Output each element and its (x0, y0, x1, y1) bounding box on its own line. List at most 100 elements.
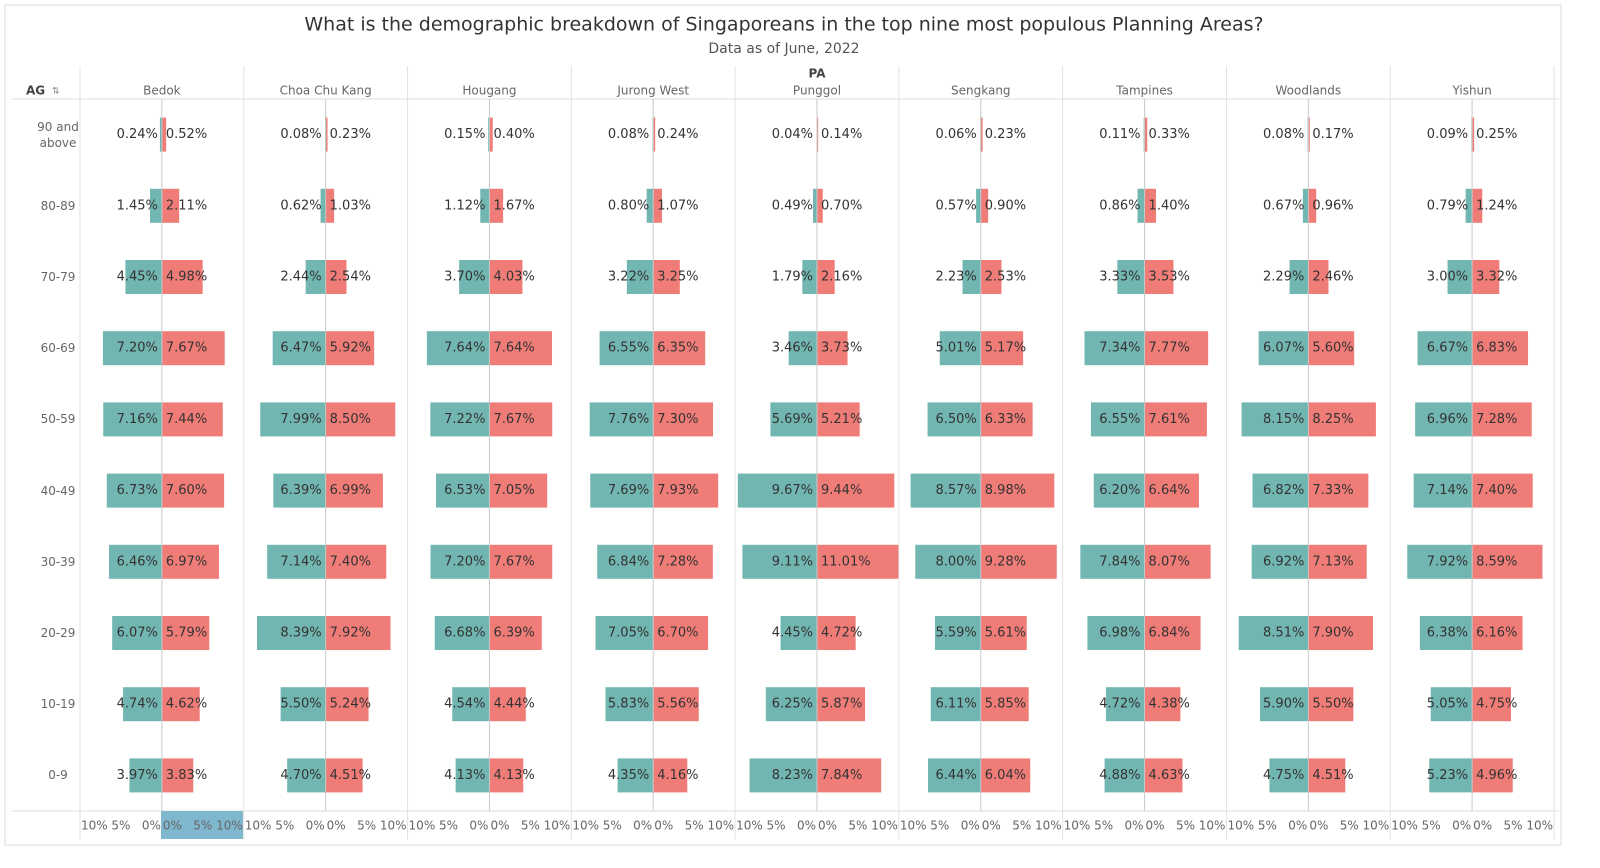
bar (1104, 758, 1145, 793)
data-label: 0.04% (772, 127, 813, 142)
bar (325, 188, 335, 223)
data-label: 1.24% (1476, 198, 1517, 213)
x-tick-label: 0% (490, 819, 509, 833)
bar (161, 260, 203, 294)
data-label: 4.98% (166, 270, 207, 285)
data-label: 5.50% (1312, 697, 1353, 712)
bar (1241, 402, 1309, 437)
bar (426, 331, 490, 366)
data-label: 8.50% (330, 412, 371, 427)
bar (1472, 758, 1513, 793)
data-label: 7.61% (1149, 412, 1190, 427)
data-label: 7.40% (330, 554, 371, 569)
bar (489, 473, 548, 508)
data-label: 3.73% (821, 341, 862, 356)
data-label: 3.00% (1427, 270, 1468, 285)
bar (325, 402, 396, 437)
data-label: 8.57% (935, 483, 976, 498)
x-tick-label: 10% (871, 819, 898, 833)
panel (737, 117, 899, 793)
bar (653, 260, 680, 294)
bar (150, 188, 162, 223)
panel (589, 117, 719, 793)
data-label: 5.24% (330, 697, 371, 712)
bar (653, 544, 713, 579)
data-label: 1.45% (117, 198, 158, 213)
bar (765, 687, 817, 722)
chart-title: What is the demographic breakdown of Sin… (304, 14, 1263, 36)
bar (1144, 473, 1199, 508)
bar (1252, 473, 1309, 508)
data-label: 7.14% (1427, 483, 1468, 498)
row-label: 60-69 (40, 341, 76, 356)
bar (161, 758, 194, 793)
bar (320, 188, 326, 223)
x-tick-label: 0% (1146, 819, 1165, 833)
x-tick-label: 10% (544, 819, 571, 833)
data-label: 3.22% (608, 270, 649, 285)
data-label: 7.84% (1099, 554, 1140, 569)
bar (1137, 188, 1145, 223)
data-label: 5.21% (821, 412, 862, 427)
data-label: 7.13% (1312, 554, 1353, 569)
row-label: 20-29 (40, 626, 76, 640)
x-tick-label: 0% (1452, 819, 1471, 833)
sort-icon[interactable]: ⇅ (52, 87, 60, 97)
bar (1308, 616, 1374, 650)
bar (1472, 331, 1529, 366)
data-label: 2.23% (935, 270, 976, 285)
data-label: 5.50% (280, 697, 321, 712)
row-label: 0-9 (48, 768, 68, 783)
bar (1144, 758, 1183, 793)
bar (1238, 616, 1309, 650)
row-label: 80-89 (40, 198, 76, 213)
x-tick-label: 5% (1094, 819, 1113, 833)
data-label: 5.83% (608, 697, 649, 712)
panel (910, 117, 1057, 793)
data-label: 5.90% (1263, 697, 1304, 712)
data-label: 5.92% (330, 341, 371, 356)
frame (4, 4, 1562, 846)
data-label: 6.84% (608, 554, 649, 569)
x-tick-label: 5% (1504, 819, 1523, 833)
bar (103, 402, 162, 437)
x-tick-label: 10% (1064, 819, 1091, 833)
data-label: 7.20% (444, 554, 485, 569)
data-label: 6.67% (1427, 341, 1468, 356)
bar (1144, 544, 1211, 579)
data-label: 0.40% (493, 127, 534, 142)
x-tick-label: 5% (848, 819, 867, 833)
data-label: 0.62% (280, 198, 321, 213)
data-label: 7.33% (1312, 483, 1353, 498)
axis-selection[interactable] (161, 811, 243, 839)
x-tick-label: 0% (818, 819, 837, 833)
data-label: 0.23% (330, 127, 371, 142)
data-label: 6.07% (117, 626, 158, 641)
bar (161, 473, 225, 508)
row-label: 40-49 (40, 483, 76, 498)
bar (1472, 117, 1475, 152)
bar (935, 616, 981, 650)
bar (325, 687, 369, 722)
data-label: 7.28% (1476, 412, 1517, 427)
x-tick-label: 10% (572, 819, 599, 833)
bar (1472, 544, 1543, 579)
data-label: 7.64% (444, 341, 485, 356)
data-label: 4.16% (657, 768, 698, 783)
bar (125, 260, 162, 294)
bar (980, 402, 1033, 437)
data-label: 6.73% (117, 483, 158, 498)
bar (1308, 687, 1354, 722)
x-tick-label: 0% (797, 819, 816, 833)
data-label: 1.79% (772, 270, 813, 285)
data-label: 6.16% (1476, 626, 1517, 641)
bar (646, 188, 654, 223)
bar (817, 758, 882, 793)
data-label: 7.28% (657, 554, 698, 569)
bar (325, 544, 387, 579)
data-label: 4.72% (821, 626, 862, 641)
data-label: 2.29% (1263, 270, 1304, 285)
data-label: 3.32% (1476, 270, 1517, 285)
bar (325, 473, 383, 508)
data-label: 8.23% (772, 768, 813, 783)
